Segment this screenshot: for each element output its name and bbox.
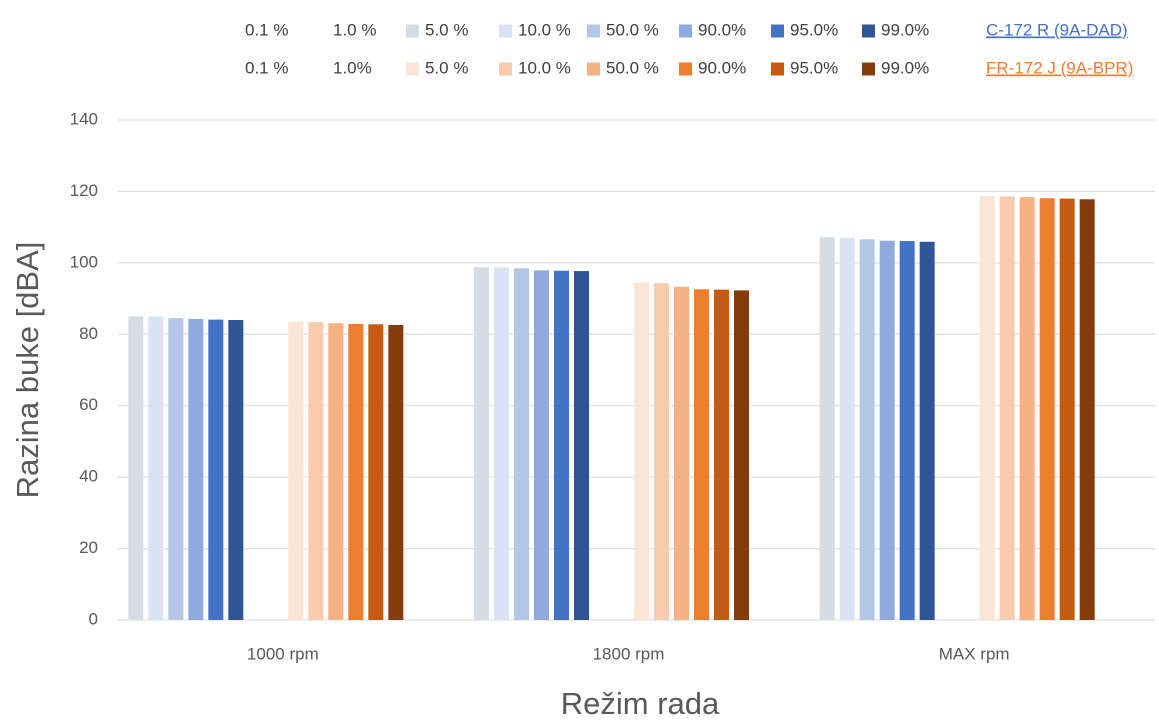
legend-label: 50.0 % (606, 58, 659, 77)
legend-label: 10.0 % (518, 20, 571, 39)
bar (654, 283, 669, 620)
legend-label: 1.0 % (333, 20, 376, 39)
legend-label: 5.0 % (425, 58, 468, 77)
legend-swatch (587, 62, 600, 76)
x-tick-label: MAX rpm (939, 644, 1010, 663)
bar (1079, 199, 1095, 621)
legend-group-label: FR-172 J (9A-BPR) (986, 58, 1133, 77)
legend-group-label: C-172 R (9A-DAD) (986, 20, 1128, 39)
legend-swatch (862, 24, 875, 38)
x-tick-label: 1800 rpm (593, 644, 665, 663)
legend-label: 90.0% (698, 58, 746, 77)
legend-label: 10.0 % (518, 58, 571, 77)
bar (1039, 198, 1055, 620)
legend-label: 1.0% (333, 58, 372, 77)
bar (979, 196, 995, 621)
x-axis-title: Režim rada (561, 686, 720, 721)
y-tick-label: 140 (70, 109, 98, 128)
legend-swatch (406, 62, 419, 76)
bar (474, 267, 489, 620)
bar (288, 321, 304, 620)
bar (388, 325, 404, 620)
bar (208, 319, 224, 620)
legend-label: 95.0% (790, 20, 838, 39)
legend-swatch (226, 62, 239, 76)
bar (168, 318, 184, 620)
legend-swatch (314, 24, 327, 38)
legend-label: 90.0% (698, 20, 746, 39)
bar (228, 320, 244, 620)
y-tick-label: 80 (79, 324, 98, 343)
bar (919, 241, 935, 621)
legend-swatch (679, 62, 692, 76)
bar (148, 316, 164, 620)
bar (999, 196, 1015, 620)
legend-label: 0.1 % (245, 20, 288, 39)
bar (494, 267, 509, 620)
bar (819, 237, 835, 620)
legend-swatch (314, 62, 327, 76)
y-axis-title: Razina buke [dBA] (10, 242, 45, 499)
bar (634, 282, 649, 620)
legend-label: 5.0 % (425, 20, 468, 39)
bar (859, 239, 875, 621)
legend-swatch (771, 24, 784, 38)
y-tick-label: 120 (70, 181, 98, 200)
y-tick-label: 60 (79, 395, 98, 414)
legend-swatch (771, 62, 784, 76)
y-tick-label: 20 (79, 538, 98, 557)
legend-swatch (406, 24, 419, 38)
bar (734, 290, 749, 620)
y-tick-label: 40 (79, 467, 98, 486)
bar (368, 324, 384, 620)
legend-swatch (679, 24, 692, 38)
bar (694, 289, 709, 620)
legend-swatch (862, 62, 875, 76)
bar (1059, 198, 1075, 621)
y-tick-label: 100 (70, 252, 98, 271)
bar (714, 289, 729, 620)
bar (839, 237, 855, 620)
bar (554, 270, 569, 620)
legend-label: 95.0% (790, 58, 838, 77)
bar (674, 286, 689, 620)
legend-label: 0.1 % (245, 58, 288, 77)
bar (308, 322, 324, 620)
bar (128, 316, 144, 620)
legend-label: 99.0% (881, 20, 929, 39)
bar (879, 240, 895, 620)
x-tick-label: 1000 rpm (247, 644, 319, 663)
bar (574, 271, 589, 620)
bar (1019, 197, 1035, 620)
bar (328, 323, 344, 620)
legend-swatch (499, 62, 512, 76)
y-tick-label: 0 (89, 609, 98, 628)
bar (899, 241, 915, 621)
legend-swatch (587, 24, 600, 38)
bar (534, 270, 549, 620)
bar (514, 268, 529, 620)
legend-swatch (226, 24, 239, 38)
legend-label: 99.0% (881, 58, 929, 77)
bar (188, 318, 204, 620)
legend-swatch (499, 24, 512, 38)
legend-label: 50.0 % (606, 20, 659, 39)
bar (348, 323, 364, 620)
